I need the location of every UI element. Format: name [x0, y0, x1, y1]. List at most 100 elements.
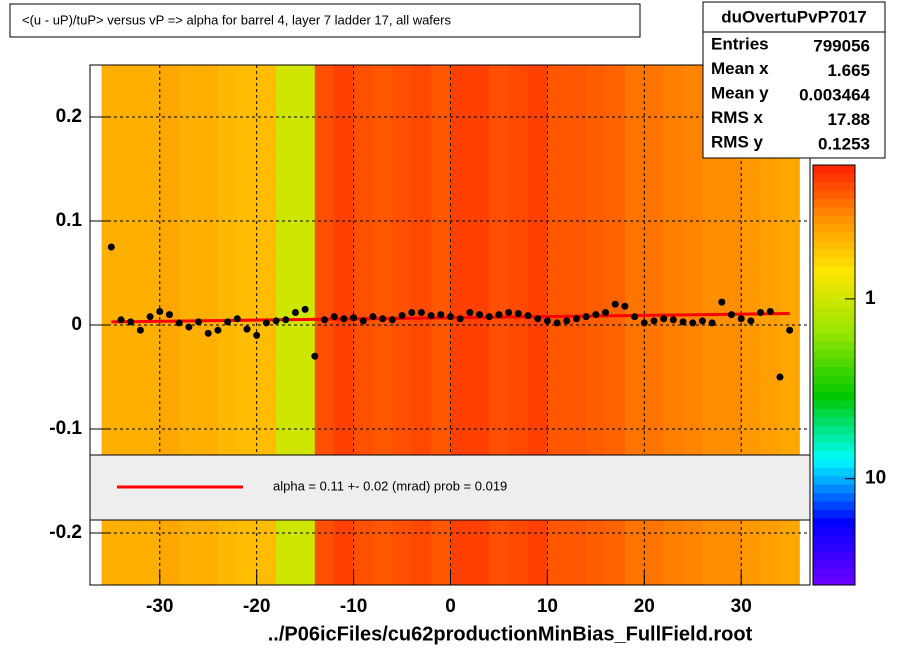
z-tick-label: 1 — [865, 288, 876, 309]
color-bar-step — [813, 282, 855, 292]
color-bar-step — [813, 475, 855, 485]
profile-point — [572, 315, 580, 323]
profile-point — [321, 316, 329, 324]
profile-point — [524, 312, 532, 320]
profile-point — [631, 313, 639, 321]
stats-value: 0.003464 — [799, 85, 870, 104]
profile-point — [330, 313, 338, 321]
profile-point — [224, 318, 232, 326]
color-bar-step — [813, 467, 855, 477]
stats-value: 0.1253 — [818, 134, 870, 153]
stats-title: duOvertuPvP7017 — [721, 7, 867, 26]
stats-value: 17.88 — [827, 110, 870, 129]
profile-point — [747, 317, 755, 325]
color-bar-step — [813, 375, 855, 384]
color-bar-step — [813, 400, 855, 410]
color-bar-step — [813, 417, 855, 426]
profile-point — [417, 309, 425, 317]
stats-label: Mean y — [711, 83, 769, 102]
profile-point — [534, 315, 542, 323]
profile-point — [679, 318, 687, 326]
color-bar-step — [813, 366, 855, 376]
color-bar-step — [813, 173, 855, 183]
profile-point — [136, 326, 144, 334]
profile-point — [214, 326, 222, 334]
color-bar-step — [813, 450, 855, 460]
profile-point — [485, 313, 493, 321]
profile-point — [340, 315, 348, 323]
fit-legend-label: alpha = 0.11 +- 0.02 (mrad) prob = 0.019 — [273, 478, 507, 493]
profile-point — [311, 352, 319, 360]
color-bar-step — [813, 442, 855, 452]
color-bar-step — [813, 349, 855, 359]
profile-point — [379, 315, 387, 323]
profile-point — [301, 305, 309, 313]
x-tick-label: 10 — [537, 596, 558, 617]
x-axis-label: ../P06icFiles/cu62productionMinBias_Full… — [268, 623, 753, 645]
color-bar-step — [813, 383, 855, 393]
profile-point — [466, 309, 474, 317]
profile-point — [427, 312, 435, 320]
color-bar-step — [813, 433, 855, 443]
profile-point — [698, 317, 706, 325]
color-bar-step — [813, 425, 855, 435]
color-bar-step — [813, 265, 855, 275]
color-bar-step — [813, 341, 855, 351]
color-bar-step — [813, 551, 855, 561]
profile-point — [127, 318, 135, 326]
color-bar-step — [813, 492, 855, 502]
profile-point — [165, 311, 173, 319]
stats-label: RMS x — [711, 108, 764, 127]
profile-point — [660, 315, 668, 323]
profile-point — [262, 319, 270, 327]
profile-point — [718, 298, 726, 306]
stats-label: Mean x — [711, 59, 769, 78]
profile-point — [282, 316, 290, 324]
color-bar-step — [813, 543, 855, 552]
profile-point — [388, 316, 396, 324]
color-bar-step — [813, 249, 855, 258]
z-tick-label: 10 — [865, 468, 886, 489]
color-bar-frame — [812, 164, 856, 586]
color-bar-step — [813, 408, 855, 418]
profile-point — [514, 310, 522, 318]
profile-point — [156, 307, 164, 315]
profile-point — [766, 307, 774, 315]
color-bar-step — [813, 576, 855, 586]
color-bar-step — [813, 240, 855, 250]
y-tick-label: 0.1 — [56, 210, 83, 231]
profile-point — [708, 319, 716, 327]
y-tick-label: -0.2 — [49, 522, 82, 543]
profile-point — [408, 309, 416, 317]
x-tick-label: 30 — [731, 596, 752, 617]
profile-point — [253, 331, 261, 339]
x-tick-label: -20 — [243, 596, 270, 617]
stats-value: 1.665 — [827, 61, 870, 80]
plot-frame — [89, 64, 811, 586]
profile-point — [243, 325, 251, 333]
profile-point — [272, 317, 280, 325]
profile-point — [786, 326, 794, 334]
profile-point — [476, 311, 484, 319]
color-bar-step — [813, 509, 855, 519]
profile-point — [204, 329, 212, 337]
profile-point — [611, 300, 619, 308]
color-bar-step — [813, 307, 855, 317]
profile-point — [456, 315, 464, 323]
profile-point — [107, 243, 115, 251]
title-box — [9, 3, 641, 38]
profile-point — [146, 313, 154, 321]
color-bar-step — [813, 484, 855, 494]
y-tick-label: 0 — [71, 314, 82, 335]
profile-point — [728, 311, 736, 319]
profile-point — [737, 315, 745, 323]
color-bar-step — [813, 190, 855, 200]
profile-point — [505, 309, 513, 317]
color-bar-step — [813, 501, 855, 510]
profile-point — [233, 315, 241, 323]
color-bar-step — [813, 291, 855, 300]
profile-point — [350, 314, 358, 322]
profile-point — [495, 311, 503, 319]
color-bar-step — [813, 517, 855, 527]
profile-point — [689, 319, 697, 327]
